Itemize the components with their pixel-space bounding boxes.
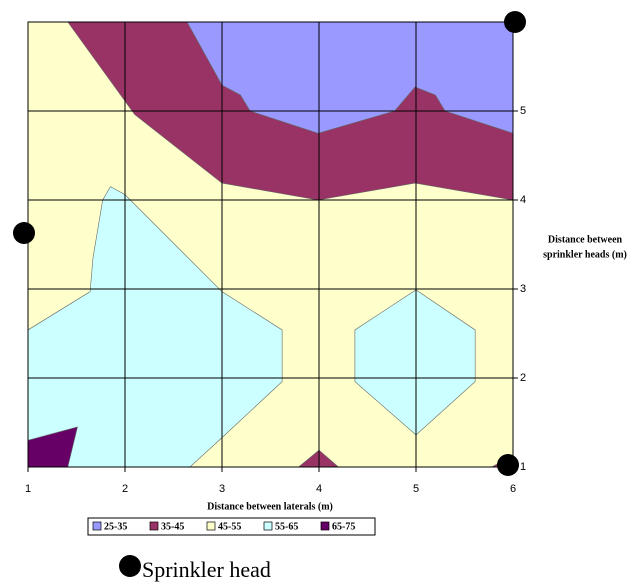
x-tick-label: 6: [510, 483, 516, 495]
sprinkler-head: [504, 11, 526, 33]
legend-label: 65-75: [332, 521, 355, 532]
legend-label: 55-65: [275, 521, 298, 532]
legend-swatch: [149, 521, 159, 531]
sprinkler-head: [13, 222, 35, 244]
x-tick-label: 2: [122, 483, 128, 495]
y-tick-label: 2: [520, 372, 526, 384]
legend-label: 45-55: [218, 521, 241, 532]
y-tick-label: 5: [520, 105, 526, 117]
legend-swatch: [92, 521, 102, 531]
legend-swatch: [263, 521, 273, 531]
x-tick-label: 3: [219, 483, 225, 495]
y-tick-label: 4: [520, 194, 526, 206]
legend-swatch: [206, 521, 216, 531]
sprinkler-head: [497, 454, 519, 476]
x-axis-label: Distance between laterals (m): [207, 501, 333, 512]
x-tick-label: 4: [316, 483, 322, 495]
annotation: Sprinkler head: [142, 557, 271, 582]
y-tick-label: 3: [520, 283, 526, 295]
annotation-marker: [119, 555, 141, 577]
legend-box: [87, 517, 376, 536]
legend: 25-35 35-45 45-55 55-65 65-75: [92, 521, 355, 532]
legend-label: 35-45: [161, 521, 184, 532]
x-tick-label: 5: [413, 483, 419, 495]
plot-border: [27, 21, 514, 468]
contour-regions: [27, 21, 514, 468]
legend-label: 25-35: [104, 521, 127, 532]
y-tick-label: 1: [520, 461, 526, 473]
y-axis-label: Distance between: [548, 234, 623, 245]
legend-swatch: [320, 521, 330, 531]
x-tick-label: 1: [25, 483, 31, 495]
y-axis-label: sprinkler heads (m): [543, 249, 627, 260]
